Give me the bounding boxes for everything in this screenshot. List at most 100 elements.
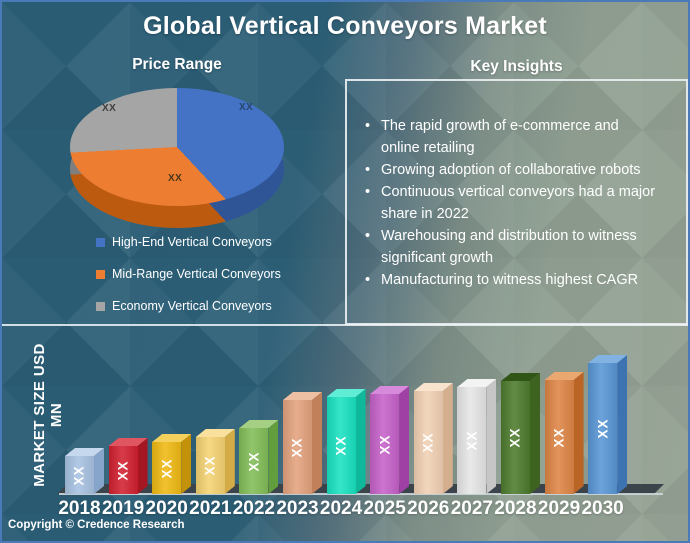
- chart-baseline: [59, 493, 663, 495]
- key-insights-box: • The rapid growth of e-commerce and onli…: [345, 79, 688, 325]
- bar-2029: XX: [544, 372, 584, 494]
- legend-label: High-End Vertical Conveyors: [112, 235, 272, 249]
- legend-label: Economy Vertical Conveyors: [112, 299, 272, 313]
- bar-2028: XX: [501, 373, 540, 494]
- bullet-icon: •: [365, 118, 371, 134]
- bar-front-face: [108, 446, 138, 494]
- bar-side-face: [443, 383, 453, 494]
- legend-item: High-End Vertical Conveyors: [96, 233, 281, 251]
- insights-title: Key Insights: [470, 58, 563, 75]
- bar-front-face: [413, 391, 443, 494]
- bar-front-face: [239, 428, 269, 494]
- bar-top-face: [413, 383, 453, 391]
- copyright-text: Copyright © Credence Research: [8, 519, 185, 531]
- bar-top-face: [457, 379, 497, 387]
- insight-bullet: • Growing adoption of collaborative robot…: [365, 159, 660, 181]
- x-axis-tick-2023: 2023: [276, 498, 319, 519]
- bar-value-label: XX: [377, 433, 393, 455]
- x-axis-tick-2024: 2024: [319, 498, 363, 519]
- bar-value-label: XX: [551, 426, 567, 448]
- x-axis-tick-2027: 2027: [450, 498, 493, 519]
- x-axis-tick-2029: 2029: [537, 498, 581, 519]
- insight-text: Warehousing and distribution to witness …: [381, 228, 637, 266]
- page-title: Global Vertical Conveyors Market: [143, 12, 547, 40]
- bar-value-label: XX: [115, 459, 131, 481]
- bar-value-label: XX: [202, 455, 218, 476]
- bar-front-face: [457, 387, 487, 494]
- legend-swatch: [96, 237, 105, 247]
- bar-top-face: [501, 373, 540, 381]
- bar-value-label: XX: [333, 435, 349, 456]
- pie-slice-value-economy: XX: [102, 103, 117, 114]
- x-axis-tick-2025: 2025: [363, 498, 406, 519]
- bar-value-label: XX: [246, 450, 262, 472]
- bar-value-label: XX: [159, 457, 175, 479]
- x-axis-tick-2019: 2019: [101, 498, 145, 519]
- pie-slice-value-high-end: XX: [239, 102, 254, 113]
- bar-value-label: XX: [71, 464, 87, 486]
- bar-side-face: [225, 429, 235, 494]
- bar-side-face: [574, 372, 584, 494]
- x-axis-tick-2026: 2026: [407, 498, 450, 519]
- bar-top-face: [239, 420, 279, 428]
- bar-side-face: [138, 438, 148, 494]
- bar-top-face: [283, 392, 322, 400]
- bar-side-face: [312, 392, 322, 494]
- bar-front-face: [283, 400, 312, 494]
- bar-2026: XX: [413, 383, 453, 494]
- bar-front-face: [195, 437, 225, 494]
- insight-bullet: • Continuous vertical conveyors had a maj…: [365, 181, 660, 225]
- bar-top-face: [544, 372, 584, 380]
- bar-top-face: [588, 355, 628, 363]
- bar-2024: XX: [326, 389, 366, 494]
- pie-chart: XX XX XX: [70, 88, 284, 228]
- bullet-icon: •: [365, 228, 371, 244]
- bar-side-face: [399, 386, 409, 494]
- bar-2021: XX: [195, 429, 235, 494]
- insight-text: Continuous vertical conveyors had a majo…: [381, 184, 656, 222]
- bar-2020: XX: [152, 434, 192, 494]
- x-axis-labels: 2018 2019 2020 2021 2022 2023 2024 2025 2026 2027…: [58, 498, 625, 520]
- insight-bullet: • The rapid growth of e-commerce and onli…: [365, 115, 660, 159]
- bar-front-face: [370, 394, 400, 494]
- insight-text: The rapid growth of e-commerce and onlin…: [381, 118, 619, 156]
- bar-side-face: [181, 434, 191, 494]
- bar-front-face: [501, 381, 530, 494]
- bar-side-face: [94, 448, 104, 494]
- legend-label: Mid-Range Vertical Conveyors: [112, 267, 281, 281]
- bar-front-face: [544, 380, 574, 494]
- bar-front-face: [588, 363, 618, 494]
- pie-slice-value-mid-range: XX: [168, 173, 183, 184]
- bar-front-face: [152, 442, 182, 494]
- y-axis-label: MARKET SIZE USD MN: [31, 343, 65, 487]
- bar-value-label: XX: [289, 436, 305, 458]
- insight-text: Growing adoption of collaborative robots: [381, 162, 641, 178]
- legend-item: Mid-Range Vertical Conveyors: [96, 265, 281, 283]
- legend-swatch: [96, 269, 105, 279]
- insight-bullet: • Warehousing and distribution to witness…: [365, 225, 660, 269]
- bullet-icon: •: [365, 162, 371, 178]
- bullet-icon: •: [365, 272, 371, 288]
- x-axis-tick-2022: 2022: [232, 498, 275, 519]
- bar-side-face: [268, 420, 278, 494]
- bar-2018: XX: [65, 448, 104, 494]
- bar-value-label: XX: [464, 430, 480, 451]
- bar-value-label: XX: [420, 432, 436, 453]
- bar-top-face: [152, 434, 192, 442]
- pie-surface: [70, 88, 284, 206]
- x-axis-tick-2018: 2018: [58, 498, 101, 519]
- legend-item: Economy Vertical Conveyors: [96, 297, 281, 315]
- bar-side-face: [530, 373, 540, 494]
- insight-text: Manufacturing to witness highest CAGR: [381, 272, 639, 288]
- bullet-icon: •: [365, 184, 371, 200]
- bar-front-face: [65, 456, 94, 494]
- bar-top-face: [108, 438, 148, 446]
- pie-legend: High-End Vertical Conveyors Mid-Range Ver…: [96, 233, 281, 329]
- bar-2025: XX: [370, 386, 410, 494]
- x-axis-tick-2021: 2021: [189, 498, 232, 519]
- bar-top-face: [326, 389, 366, 397]
- insight-bullet: • Manufacturing to witness highest CAGR: [365, 269, 660, 291]
- bar-top-face: [65, 448, 104, 456]
- bar-2022: XX: [239, 420, 279, 494]
